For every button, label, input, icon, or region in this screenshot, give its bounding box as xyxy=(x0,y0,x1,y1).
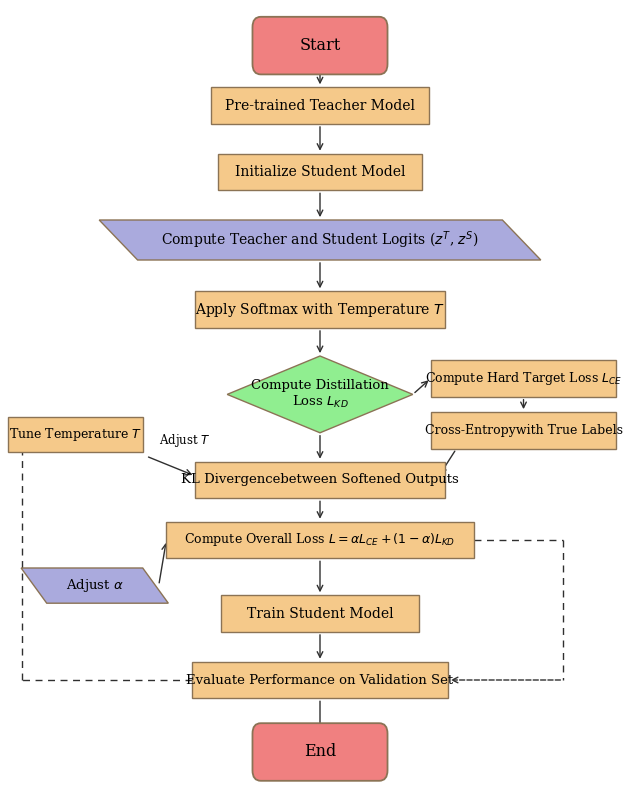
FancyBboxPatch shape xyxy=(431,360,616,397)
Text: Pre-trained Teacher Model: Pre-trained Teacher Model xyxy=(225,98,415,113)
Text: Compute Distillation
Loss $L_{KD}$: Compute Distillation Loss $L_{KD}$ xyxy=(251,378,389,410)
Text: Initialize Student Model: Initialize Student Model xyxy=(235,165,405,179)
FancyBboxPatch shape xyxy=(166,522,474,558)
FancyBboxPatch shape xyxy=(221,595,419,632)
FancyBboxPatch shape xyxy=(218,154,422,190)
FancyBboxPatch shape xyxy=(431,412,616,449)
Text: Adjust $T$: Adjust $T$ xyxy=(159,432,211,449)
Text: Evaluate Performance on Validation Set: Evaluate Performance on Validation Set xyxy=(186,674,454,686)
Polygon shape xyxy=(227,356,413,433)
Text: Apply Softmax with Temperature $T$: Apply Softmax with Temperature $T$ xyxy=(195,301,445,318)
Text: Adjust $\alpha$: Adjust $\alpha$ xyxy=(66,577,124,594)
FancyBboxPatch shape xyxy=(8,417,143,452)
Text: End: End xyxy=(304,743,336,761)
Text: Train Student Model: Train Student Model xyxy=(246,606,394,621)
Text: Cross-Entropywith True Labels: Cross-Entropywith True Labels xyxy=(424,424,623,437)
Text: Compute Teacher and Student Logits ($z^T$, $z^S$): Compute Teacher and Student Logits ($z^T… xyxy=(161,230,479,250)
FancyBboxPatch shape xyxy=(252,723,388,781)
Text: Compute Hard Target Loss $L_{CE}$: Compute Hard Target Loss $L_{CE}$ xyxy=(425,370,622,387)
FancyBboxPatch shape xyxy=(195,462,445,498)
Polygon shape xyxy=(99,220,541,260)
Text: Compute Overall Loss $L = \alpha L_{CE} + (1-\alpha)L_{KD}$: Compute Overall Loss $L = \alpha L_{CE} … xyxy=(184,531,456,549)
FancyBboxPatch shape xyxy=(192,662,448,698)
Polygon shape xyxy=(21,568,168,603)
FancyBboxPatch shape xyxy=(211,87,429,124)
Text: Tune Temperature $T$: Tune Temperature $T$ xyxy=(9,426,142,443)
FancyBboxPatch shape xyxy=(252,17,388,74)
FancyBboxPatch shape xyxy=(195,291,445,328)
Text: Start: Start xyxy=(300,37,340,54)
Text: KL Divergencebetween Softened Outputs: KL Divergencebetween Softened Outputs xyxy=(181,474,459,486)
